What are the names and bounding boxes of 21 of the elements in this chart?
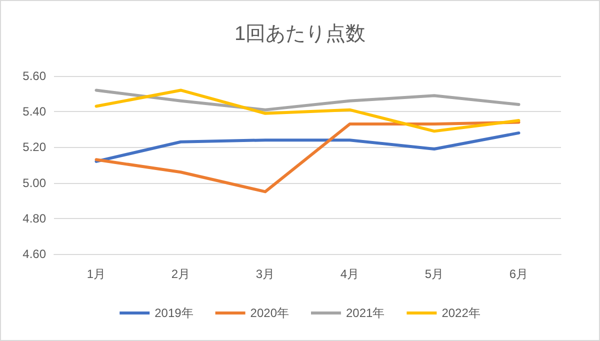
- line-series: [94, 88, 520, 133]
- legend-label: 2020年: [250, 306, 290, 320]
- y-tick-label: 5.00: [22, 176, 46, 190]
- y-tick-label: 5.20: [22, 140, 46, 154]
- x-tick-label: 2月: [171, 267, 190, 281]
- y-tick-label: 5.60: [22, 69, 46, 83]
- x-tick-label: 1月: [86, 267, 106, 281]
- x-tick-label: 4月: [340, 267, 360, 281]
- legend-label: 2021年: [346, 306, 385, 320]
- line-series: [94, 88, 520, 112]
- line-series: [94, 120, 520, 194]
- y-tick-label: 4.60: [22, 247, 46, 261]
- x-tick-label: 5月: [424, 267, 444, 281]
- x-tick-label: 6月: [509, 267, 528, 281]
- y-tick-label: 4.80: [22, 211, 46, 226]
- line-series: [94, 131, 520, 163]
- y-tick-label: 5.40: [22, 104, 46, 119]
- x-tick-label: 3月: [256, 267, 275, 281]
- legend-label: 2019年: [154, 306, 194, 320]
- chart-title: 1回あたり点数: [234, 23, 366, 45]
- legend-label: 2022年: [442, 306, 480, 320]
